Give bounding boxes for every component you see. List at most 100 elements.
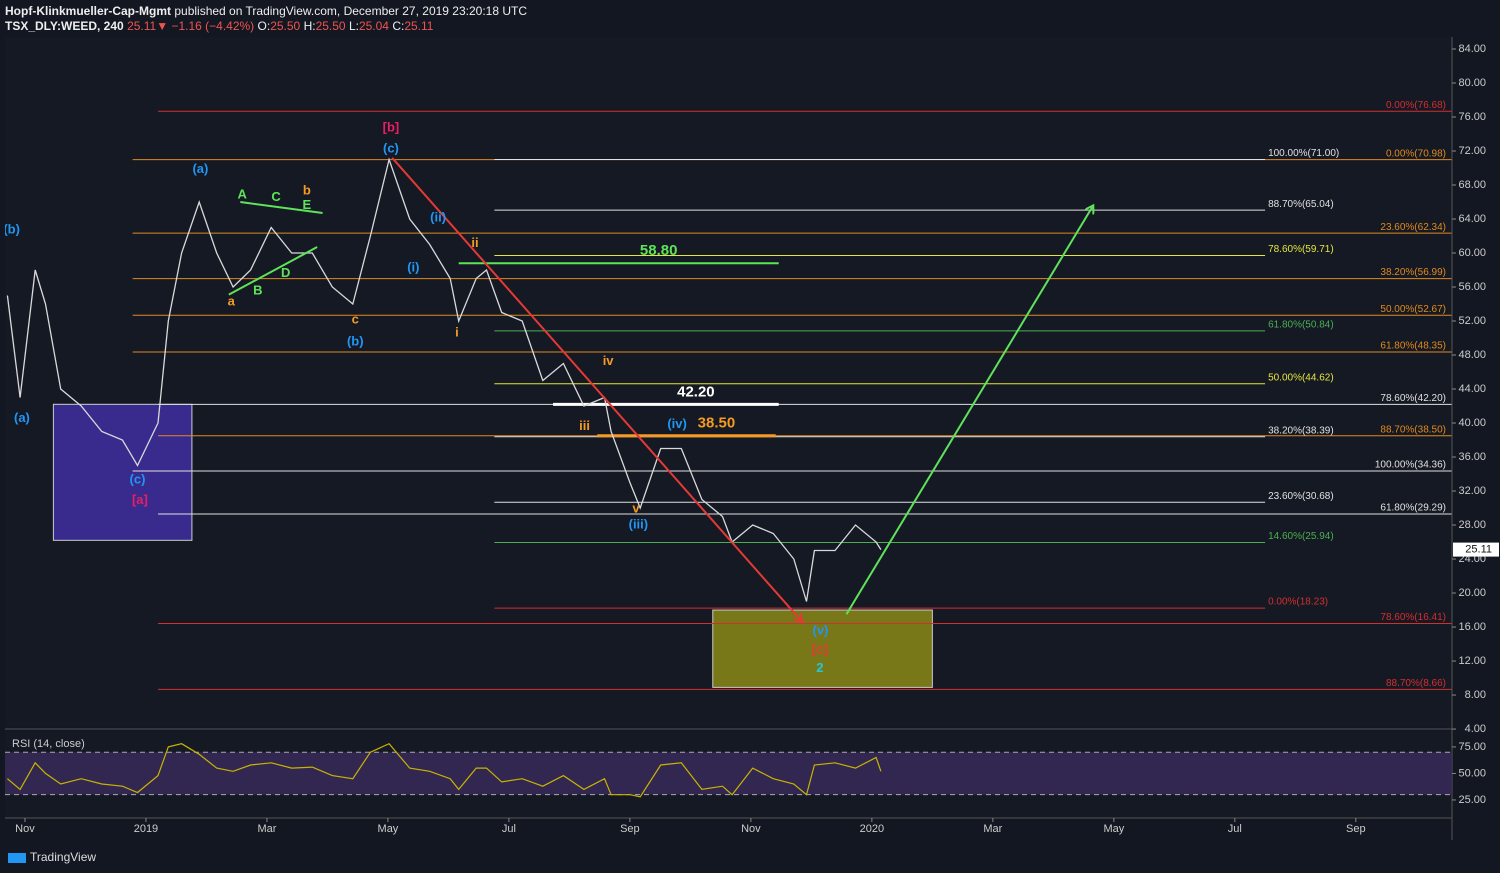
y-tick-label: 36.00 [1458,451,1486,463]
o-val: 25.50 [270,19,301,33]
rsi-line [7,742,882,798]
fib-label: 0.00%(76.68) [1386,100,1446,111]
wave-label: (a) [14,410,30,425]
x-tick-label: Sep [620,823,640,835]
target-label: 42.20 [677,383,715,400]
fib-label: 14.60%(25.94) [1268,531,1334,542]
fib-label: 88.70%(8.66) [1386,678,1446,689]
fib-label: 100.00%(71.00) [1268,148,1339,159]
price-line [6,157,882,602]
symbol: TSX_DLY:WEED, 240 [5,19,124,33]
target-label: 58.80 [640,242,678,259]
y-tick-label: 48.00 [1458,349,1486,361]
x-tick-label: May [378,823,399,835]
x-tick-label: May [1103,823,1124,835]
y-tick-label: 12.00 [1458,655,1486,667]
h-key: H: [303,19,316,33]
wave-label: (v) [813,623,829,638]
wave-label: i [455,324,459,339]
fib-label: 88.70%(65.04) [1268,199,1334,210]
wave-label: A [237,187,247,202]
box [712,609,933,688]
author: Hopf-Klinkmueller-Cap-Mgmt [5,4,171,18]
trend-line [240,201,323,215]
fib-label: 23.60%(62.34) [1380,222,1446,233]
y-tick-label: 16.00 [1458,621,1486,633]
wave-label: (ii) [430,210,446,225]
wave-label: (iv) [667,416,687,431]
last: 25.11 [127,19,157,33]
wave-label: 2 [816,660,823,675]
fib-label: 78.60%(42.20) [1380,393,1446,404]
wave-label: [c] [812,641,828,656]
y-tick-label: 40.00 [1458,417,1486,429]
y-tick-label: 72.00 [1458,145,1486,157]
fib-label: 61.80%(50.84) [1268,320,1334,331]
y-tick-label: 32.00 [1458,485,1486,497]
wave-label: iv [603,353,615,368]
wave-label: iii [579,418,590,433]
y-tick-label: 60.00 [1458,247,1486,259]
wave-label: (b) [347,334,364,349]
wave-label: (i) [407,260,419,275]
price-badge-label: 25.11 [1465,543,1492,555]
trend-line [391,157,802,622]
y-tick-label: 44.00 [1458,383,1486,395]
fib-label: 0.00%(70.98) [1386,148,1446,159]
fib-label: 38.20%(38.39) [1268,425,1334,436]
wave-label: ii [471,235,478,250]
fib-label: 61.80%(29.29) [1380,503,1446,514]
change: −1.16 (−4.42%) [171,19,255,33]
wave-label: b [303,182,311,197]
y-tick-label: 76.00 [1458,111,1486,123]
header: Hopf-Klinkmueller-Cap-Mgmt published on … [5,4,527,34]
x-tick-label: Mar [257,823,276,835]
rsi-name: RSI (14, close) [12,738,85,750]
box [52,403,193,541]
wave-label: (a) [192,161,208,176]
x-tick-label: Nov [741,823,761,835]
y-tick-label: 52.00 [1458,315,1486,327]
price-badge [1453,542,1499,557]
wave-label: [b] [383,119,400,134]
wave-label: v [632,500,640,515]
y-tick-label: 80.00 [1458,77,1486,89]
fib-label: 61.80%(48.35) [1380,341,1446,352]
wave-label: D [281,265,290,280]
target-label: 38.50 [698,415,736,432]
y-tick-label: 28.00 [1458,519,1486,531]
fib-label: 78.60%(16.41) [1380,612,1446,623]
l-val: 25.04 [358,19,389,33]
trend-line [228,246,318,296]
x-tick-label: Nov [15,823,35,835]
wave-label: a [228,294,236,309]
y-tick-label: 56.00 [1458,281,1486,293]
h-val: 25.50 [315,19,346,33]
wave-label: C [271,189,281,204]
fib-label: 50.00%(52.67) [1380,304,1446,315]
c-val: 25.11 [404,19,434,33]
y-tick-label: 84.00 [1458,43,1486,55]
x-tick-label: Jul [502,823,516,835]
x-tick-label: 2019 [134,823,158,835]
rsi-y-tick-label: 75.00 [1458,741,1486,753]
wave-label: B [253,283,262,298]
rsi-band [5,752,1452,795]
fib-label: 0.00%(18.23) [1268,597,1328,608]
footer-text: TradingView [30,850,97,864]
y-tick-label: 20.00 [1458,587,1486,599]
logo [8,852,26,863]
wave-label: E [303,197,312,212]
wave-label: (c) [383,141,399,156]
y-tick-label: 68.00 [1458,179,1486,191]
x-tick-label: Jul [1228,823,1242,835]
x-tick-label: Sep [1346,823,1366,835]
x-tick-label: Mar [983,823,1002,835]
x-tick-label: 2020 [860,823,884,835]
footer: TradingView [8,850,96,864]
rsi-y-tick-label: 50.00 [1458,767,1486,779]
fib-label: 50.00%(44.62) [1268,372,1334,383]
